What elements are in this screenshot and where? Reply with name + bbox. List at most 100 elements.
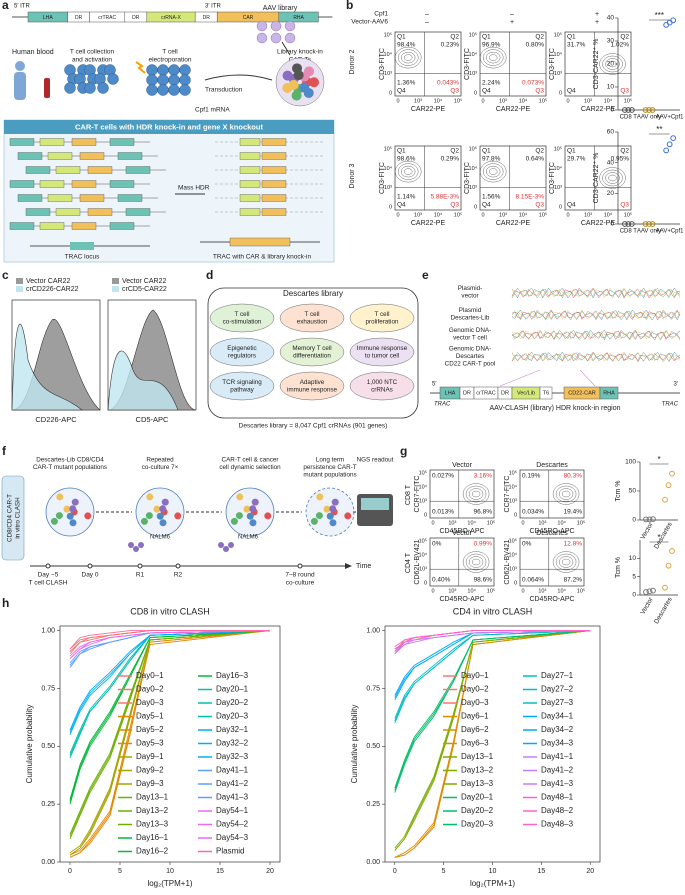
label: 10³ [384, 71, 392, 77]
shape [349, 303, 415, 333]
panel-label: d [206, 268, 213, 282]
series-line [394, 630, 591, 722]
series-line [69, 630, 271, 856]
label: 10³ [584, 98, 592, 104]
label: 0 [474, 90, 477, 96]
label: CD3-FITC [549, 162, 556, 194]
shape [9, 222, 35, 230]
label: 10³ [554, 185, 562, 191]
label: in vitro CLASH [15, 497, 22, 539]
label: 10⁵ [454, 211, 462, 218]
shape [230, 517, 238, 525]
shape [140, 517, 148, 525]
shape [239, 152, 261, 160]
label: CAR22-PE [496, 106, 531, 113]
label: Q4 [482, 202, 491, 209]
shape [279, 371, 345, 401]
label: 10⁴ [554, 51, 563, 58]
shape [499, 369, 596, 387]
shape [209, 337, 275, 367]
dot [662, 584, 668, 591]
shape [66, 512, 74, 520]
label: TRAC locus [65, 254, 100, 261]
x-tick-label: 0 [68, 868, 72, 875]
label: 0.034% [522, 509, 544, 516]
label: T cell [305, 311, 320, 318]
y-tick-label: 0.00 [366, 859, 380, 866]
legend-label: Day0–1 [136, 671, 164, 680]
label: CD45RO-APC [439, 596, 484, 603]
label: regulators [228, 353, 256, 360]
label: Plasmid [459, 307, 482, 314]
label: 10⁴ [467, 519, 476, 526]
shape [511, 351, 681, 362]
label: 10³ [384, 185, 392, 191]
label: Q3 [620, 88, 629, 95]
shape [429, 469, 495, 519]
label: 10⁵ [577, 519, 585, 526]
dot [642, 221, 649, 227]
shape [462, 551, 490, 573]
shape [282, 70, 293, 81]
shape [79, 194, 105, 202]
label: CD5-APC [136, 415, 170, 424]
shape [236, 493, 244, 501]
shape [25, 166, 51, 174]
shape [239, 194, 261, 202]
annotation: * [657, 533, 660, 542]
label: 96.9% [482, 42, 501, 49]
x-tick-label: AAV+Cpf1 [656, 115, 684, 121]
legend-label: Day9–3 [136, 779, 164, 788]
series-line [394, 630, 591, 789]
shape [161, 498, 169, 506]
shape [228, 542, 234, 548]
label: CD3-FITC [464, 48, 471, 80]
panel-label: g [400, 444, 407, 458]
label: DR [75, 15, 83, 21]
shape [264, 512, 272, 520]
y-tick-label: 40 [607, 159, 615, 166]
shape [519, 537, 585, 587]
shape [511, 329, 681, 340]
shape [125, 208, 151, 216]
shape [87, 208, 113, 216]
label: TCR signaling [222, 379, 262, 386]
label: 0.027% [432, 473, 454, 480]
label: 10⁵ [487, 587, 495, 594]
label: Q1 [567, 148, 576, 155]
x-tick-label: 5 [118, 868, 122, 875]
label: differentiation [293, 353, 331, 360]
shape [468, 556, 484, 568]
shape [229, 237, 291, 247]
legend-label: Day16–3 [216, 671, 249, 680]
panel-label: c [2, 268, 9, 282]
label: 7–8 round [285, 572, 315, 579]
shape [50, 517, 58, 525]
shape [179, 84, 191, 96]
label: co-stimulation [223, 319, 262, 326]
legend-label: Day16–1 [136, 833, 169, 842]
shape [465, 485, 487, 503]
y-tick-label: 100 [625, 459, 636, 466]
label: 0 [481, 98, 484, 104]
panel-label: a [2, 0, 9, 12]
label: 10⁵ [509, 537, 517, 544]
label: 5′ [432, 382, 437, 388]
label: Descartes [456, 353, 484, 360]
shape [97, 82, 109, 94]
shape [168, 64, 180, 76]
label: Descartes-Lib CD8/CD4 [36, 457, 104, 464]
shape [465, 553, 487, 571]
label: Vector CAR22 [122, 278, 166, 285]
series-line [69, 630, 271, 659]
shape [395, 160, 422, 183]
y-tick-label: 10 [629, 555, 637, 562]
shape [239, 166, 261, 174]
label: DR [501, 390, 509, 396]
shape [511, 329, 681, 341]
x-tick-label: 20 [586, 868, 594, 875]
label: Descartes library = 8,047 Cpf1 crRNAs (9… [239, 423, 388, 430]
y-tick-label: 40 [607, 15, 615, 22]
shape [109, 180, 135, 188]
label: Q3 [450, 202, 459, 209]
